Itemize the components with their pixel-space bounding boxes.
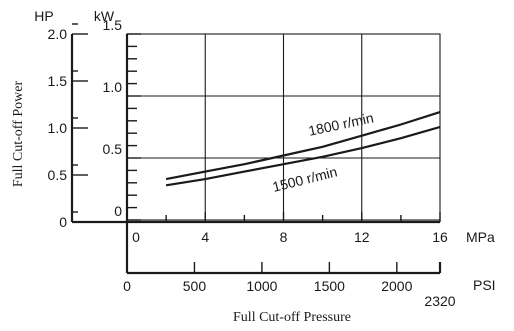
y-axis-title: Full Cut-off Power [11,81,26,188]
kw-tick-label: 1.5 [103,17,123,33]
psi-tick-label: 1000 [246,278,277,294]
psi-axis-unit: PSI [473,277,496,293]
psi-tick-label: 0 [123,278,131,294]
x-axis-title: Full Cut-off Pressure [233,310,351,325]
psi-axis-end-label: 2320 [424,293,455,309]
kw-tick-label: 1.0 [103,79,123,95]
series-label-1500: 1500 r/min [271,163,339,195]
kw-tick-label: 0.5 [103,141,123,157]
hp-tick-label: 1.5 [48,73,68,89]
hp-tick-group: 0 0.5 1.0 1.5 2.0 [48,23,88,230]
grid-line-group [127,34,440,220]
mpa-axis-unit: MPa [466,229,495,245]
series-line-1800 [165,111,441,181]
psi-tick-label: 1500 [314,278,345,294]
y-axis-unit-hp: HP [34,8,53,24]
mpa-tick-label: 8 [280,229,288,245]
hp-tick-label: 0 [59,214,67,230]
hp-tick-label: 2.0 [48,26,68,42]
series-line-1500 [165,125,441,187]
kw-tick-label: 0 [114,203,122,219]
psi-tick-label: 500 [183,278,207,294]
mpa-tick-group: 0 4 8 12 16 [126,212,448,245]
y-axis-unit-kw: kW [94,8,115,24]
kw-tick-group: 0 0.5 1.0 1.5 [103,17,141,221]
hp-tick-label: 1.0 [48,120,68,136]
psi-tick-group: 0 500 1000 1500 2000 [123,262,413,294]
psi-tick-label: 2000 [381,278,412,294]
hp-tick-label: 0.5 [48,167,68,183]
mpa-tick-label: 12 [354,229,370,245]
mpa-tick-label: 4 [201,229,209,245]
mpa-tick-label: 0 [132,229,140,245]
mpa-tick-label: 16 [432,229,448,245]
